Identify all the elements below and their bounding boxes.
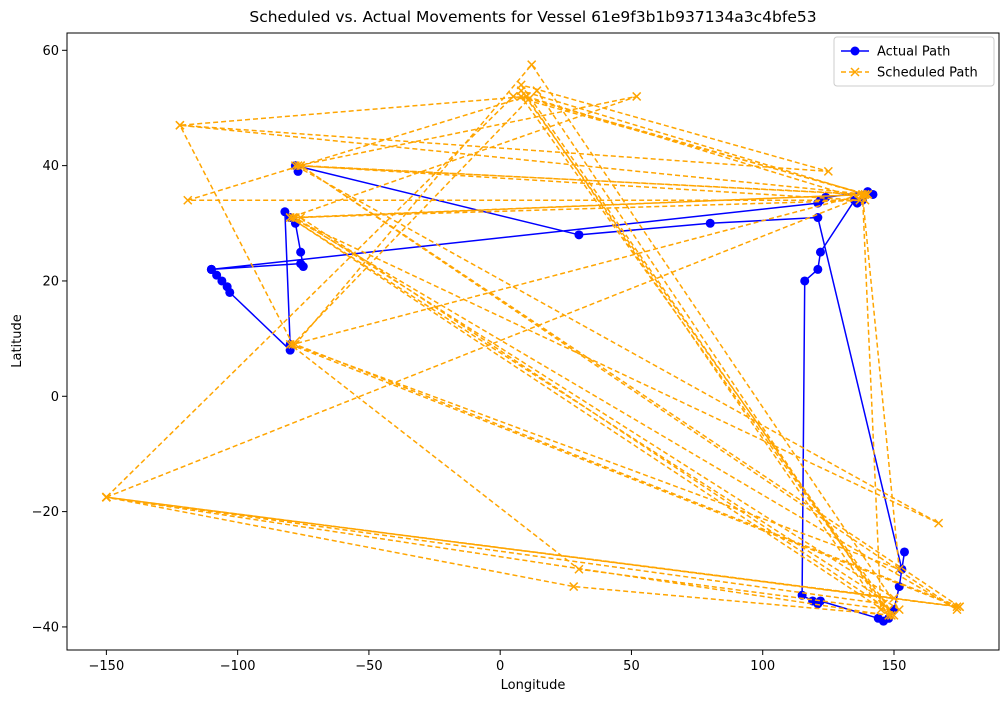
x-tick-label: −100 bbox=[220, 659, 256, 674]
legend-box bbox=[833, 36, 995, 87]
scheduled-path-point bbox=[857, 189, 868, 199]
scheduled-path-point bbox=[285, 339, 295, 349]
scheduled-path-point bbox=[508, 91, 518, 101]
actual-path-point bbox=[225, 287, 235, 297]
scheduled-path-point bbox=[632, 91, 642, 101]
legend-actual-label: Actual Path bbox=[877, 45, 950, 60]
scheduled-path-point bbox=[876, 605, 886, 615]
plot-frame bbox=[66, 32, 1000, 651]
actual-path-point bbox=[815, 596, 825, 606]
scheduled-path-point bbox=[894, 564, 904, 574]
scheduled-path-point bbox=[886, 610, 896, 620]
x-tick-label: 50 bbox=[623, 659, 640, 674]
y-tick-label: 0 bbox=[51, 390, 59, 405]
y-tick-label: 40 bbox=[42, 159, 59, 174]
scheduled-path-point bbox=[183, 195, 193, 205]
actual-path-point bbox=[206, 264, 216, 274]
scheduled-path-point bbox=[569, 582, 579, 592]
y-axis-ticks: −40 −20 0 20 40 60 bbox=[32, 44, 67, 635]
actual-path-point bbox=[899, 547, 909, 557]
actual-path-point bbox=[296, 247, 306, 257]
x-tick-label: 150 bbox=[882, 659, 907, 674]
series-layer bbox=[101, 60, 965, 626]
legend-scheduled-marker bbox=[850, 67, 860, 77]
scheduled-path-point bbox=[878, 599, 889, 609]
legend-scheduled-label: Scheduled Path bbox=[877, 66, 978, 81]
scheduled-path-point bbox=[296, 161, 306, 171]
actual-path-point bbox=[217, 276, 227, 286]
scheduled-path-point bbox=[516, 80, 526, 90]
plot-area bbox=[101, 60, 965, 626]
actual-path-point bbox=[705, 218, 715, 228]
scheduled-path-point bbox=[293, 161, 303, 171]
scheduled-path-point bbox=[288, 212, 298, 223]
actual-path-point bbox=[293, 166, 303, 176]
actual-path-point bbox=[212, 270, 222, 280]
scheduled-path-point bbox=[884, 610, 894, 620]
scheduled-path-point bbox=[101, 492, 111, 502]
actual-path-point bbox=[813, 264, 823, 274]
x-axis-ticks: −150 −100 −50 0 50 100 150 bbox=[89, 650, 907, 674]
scheduled-path-series bbox=[101, 60, 965, 620]
x-tick-label: −150 bbox=[89, 659, 125, 674]
y-tick-label: −40 bbox=[32, 620, 59, 635]
scheduled-path-point bbox=[574, 564, 584, 574]
y-axis-label: Latitude bbox=[10, 314, 25, 368]
x-axis-label: Longitude bbox=[501, 678, 566, 693]
actual-path-point bbox=[800, 276, 810, 286]
scheduled-path-point bbox=[527, 60, 537, 70]
chart-title: Scheduled vs. Actual Movements for Vesse… bbox=[249, 8, 816, 26]
scheduled-path-point bbox=[860, 189, 870, 199]
y-tick-label: 20 bbox=[42, 274, 59, 289]
scheduled-path-point bbox=[175, 120, 185, 130]
scheduled-path-point bbox=[952, 605, 962, 615]
scheduled-path-point bbox=[290, 212, 300, 223]
x-tick-label: 0 bbox=[496, 659, 504, 674]
actual-path-point bbox=[574, 230, 584, 240]
x-tick-label: −50 bbox=[355, 659, 382, 674]
scheduled-path-point bbox=[823, 166, 833, 176]
scheduled-path-point bbox=[532, 86, 542, 96]
x-tick-label: 100 bbox=[750, 659, 775, 674]
scheduled-path-point bbox=[288, 339, 298, 349]
legend-actual-marker bbox=[850, 46, 860, 56]
actual-path-point bbox=[813, 213, 823, 223]
scheduled-path-point bbox=[889, 593, 899, 603]
scheduled-path-point bbox=[952, 602, 962, 612]
scheduled-path-point bbox=[516, 91, 526, 101]
scheduled-path-point bbox=[934, 518, 944, 528]
actual-path-point bbox=[296, 259, 306, 269]
y-tick-label: 60 bbox=[42, 44, 59, 59]
legend: Actual Path Scheduled Path bbox=[833, 36, 995, 87]
y-tick-label: −20 bbox=[32, 505, 59, 520]
actual-path-point bbox=[815, 247, 825, 257]
